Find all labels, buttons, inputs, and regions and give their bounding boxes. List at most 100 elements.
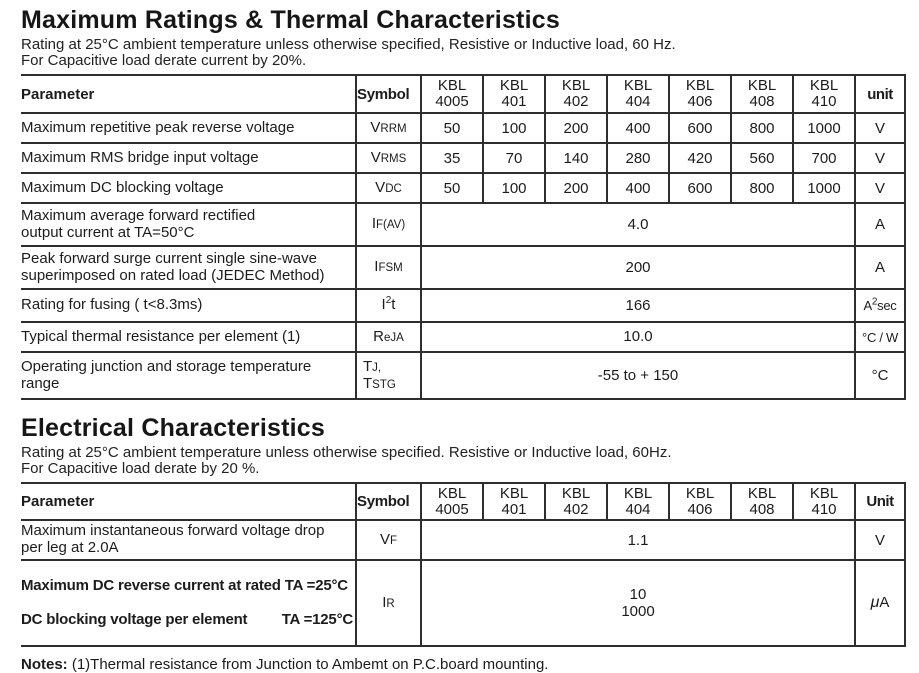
model-name: KBL xyxy=(561,484,591,502)
symbol-main: I xyxy=(371,215,376,233)
symbol-cell: VRRM xyxy=(355,113,421,144)
symbol-main: R xyxy=(373,327,384,345)
column-header-model: KBL 408 xyxy=(730,75,793,114)
model-name: KBL xyxy=(499,77,529,95)
value-cell: 70 xyxy=(482,143,545,174)
unit-mu: μ xyxy=(870,594,880,612)
table-row: Maximum average forward rectified output… xyxy=(21,203,906,247)
model-name: KBL xyxy=(437,484,467,502)
maximum-ratings-subtitle-2: For Capacitive load derate current by 20… xyxy=(21,52,307,70)
value-cell: 560 xyxy=(730,143,793,174)
electrical-subtitle-1: Rating at 25°C ambient temperature unles… xyxy=(21,444,672,462)
symbol-main: V xyxy=(370,148,381,166)
symbol-superscript: 2 xyxy=(385,295,392,307)
model-number: 4005 xyxy=(435,500,469,518)
unit-tail: sec xyxy=(877,298,897,314)
table-row: Maximum repetitive peak reverse voltage … xyxy=(21,113,906,144)
symbol-main: I xyxy=(381,296,386,314)
table-row: Peak forward surge current single sine-w… xyxy=(21,246,906,290)
symbol-cell: TJ, TSTG xyxy=(355,352,421,400)
column-header-model: KBL 4005 xyxy=(420,75,483,114)
model-name: KBL xyxy=(437,77,467,95)
symbol-main: I xyxy=(382,593,387,611)
symbol-subscript: F xyxy=(389,534,398,547)
parameter-cell: Maximum average forward rectified output… xyxy=(21,206,256,241)
model-number: 401 xyxy=(501,93,527,111)
model-number: 410 xyxy=(811,93,837,111)
model-name: KBL xyxy=(623,484,653,502)
column-header-model: KBL 410 xyxy=(792,75,855,114)
model-number: 408 xyxy=(749,93,775,111)
symbol-subscript: J, xyxy=(372,362,382,375)
column-header-model: KBL 401 xyxy=(482,75,545,114)
unit-cell: μA xyxy=(854,560,906,647)
model-number: 410 xyxy=(811,500,837,518)
column-header-model: KBL 404 xyxy=(606,75,669,114)
symbol-cell: VF xyxy=(355,520,421,561)
value-cell: 800 xyxy=(730,113,793,144)
column-header-parameter: Parameter xyxy=(21,493,95,511)
value-cell: 35 xyxy=(420,143,483,174)
model-name: KBL xyxy=(747,484,777,502)
value-cell: 140 xyxy=(544,143,607,174)
table-row: Maximum instantaneous forward voltage dr… xyxy=(21,520,906,561)
column-header-model: KBL 404 xyxy=(606,483,669,521)
merged-value-cell: 4.0 xyxy=(420,203,855,247)
value-cell: 600 xyxy=(668,173,731,204)
parameter-line-1: Maximum DC reverse current at rated TA =… xyxy=(21,576,348,594)
electrical-subtitle-2: For Capacitive load derate by 20 %. xyxy=(21,460,260,478)
symbol-main: T xyxy=(363,374,373,392)
symbol-main: V xyxy=(375,178,386,196)
parameter-cell: Maximum repetitive peak reverse voltage xyxy=(21,118,295,136)
model-number: 408 xyxy=(749,500,775,518)
value-cell: 280 xyxy=(606,143,669,174)
model-name: KBL xyxy=(623,77,653,95)
maximum-ratings-title: Maximum Ratings & Thermal Characteristic… xyxy=(21,6,560,34)
unit-cell: A xyxy=(854,246,906,290)
table-header-row: Parameter Symbol KBL 4005 KBL 401 KBL 40… xyxy=(21,75,906,114)
symbol-cell: VRMS xyxy=(355,143,421,174)
unit-cell: V xyxy=(854,113,906,144)
table-row: Maximum DC reverse current at rated TA =… xyxy=(21,560,906,647)
value-cell: 200 xyxy=(544,113,607,144)
model-name: KBL xyxy=(685,484,715,502)
model-number: 4005 xyxy=(435,93,469,111)
symbol-main: T xyxy=(363,358,373,376)
value-cell: 200 xyxy=(544,173,607,204)
model-name: KBL xyxy=(809,77,839,95)
column-header-model: KBL 4005 xyxy=(420,483,483,521)
symbol-cell: IFSM xyxy=(355,246,421,290)
column-header-unit: unit xyxy=(854,75,906,114)
symbol-subscript: R xyxy=(386,597,395,610)
model-number: 402 xyxy=(563,93,589,111)
value-cell: 600 xyxy=(668,113,731,144)
value-cell: 1000 xyxy=(792,173,855,204)
model-name: KBL xyxy=(685,77,715,95)
value-cell: 100 xyxy=(482,173,545,204)
electrical-title: Electrical Characteristics xyxy=(21,414,325,443)
merged-value-cell: 1.1 xyxy=(420,520,855,561)
parameter-cell: Rating for fusing ( t<8.3ms) xyxy=(21,296,203,314)
table-row: Rating for fusing ( t<8.3ms) I2t 166 A2s… xyxy=(21,289,906,323)
symbol-cell: IR xyxy=(355,560,421,647)
unit-cell: °C / W xyxy=(854,322,906,353)
symbol-subscript: DC xyxy=(385,182,402,195)
column-header-symbol: Symbol xyxy=(355,483,421,521)
parameter-cell: Maximum DC blocking voltage xyxy=(21,178,224,196)
table-row: Maximum DC blocking voltage VDC 50 100 2… xyxy=(21,173,906,204)
unit-cell: V xyxy=(854,173,906,204)
model-number: 401 xyxy=(501,500,527,518)
value-cell: 700 xyxy=(792,143,855,174)
column-header-unit: Unit xyxy=(854,483,906,521)
table-row: Typical thermal resistance per element (… xyxy=(21,322,906,353)
symbol-main: V xyxy=(370,118,381,136)
symbol-main: V xyxy=(379,530,390,548)
notes-text: (1)Thermal resistance from Junction to A… xyxy=(67,656,549,673)
merged-value-cell: 10.0 xyxy=(420,322,855,353)
column-header-model: KBL 402 xyxy=(544,483,607,521)
value-cell: 400 xyxy=(606,113,669,144)
model-number: 404 xyxy=(625,93,651,111)
column-header-parameter: Parameter xyxy=(21,85,95,103)
column-header-model: KBL 406 xyxy=(668,483,731,521)
model-number: 402 xyxy=(563,500,589,518)
